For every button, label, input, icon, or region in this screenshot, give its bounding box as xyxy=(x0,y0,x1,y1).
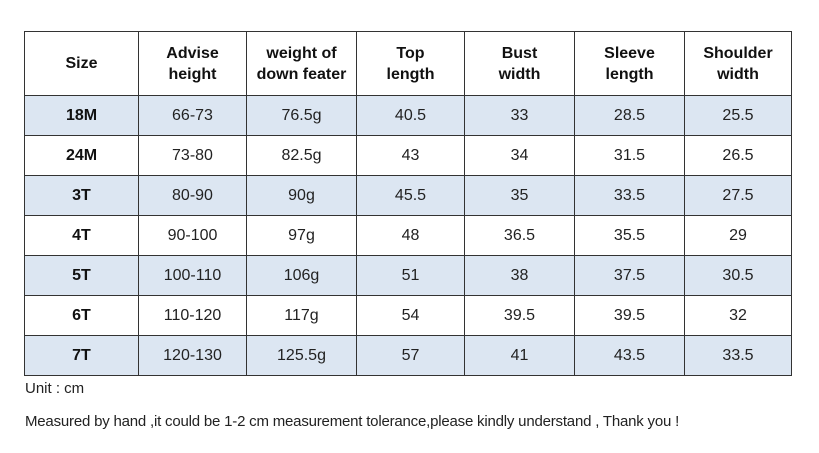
shoulder-width-cell: 32 xyxy=(684,295,792,336)
height-cell: 120-130 xyxy=(138,335,247,376)
header-shoulder-width: Shoulder width xyxy=(684,31,792,96)
header-advise-height: Advise height xyxy=(138,31,247,96)
top-length-cell: 54 xyxy=(356,295,465,336)
header-line1: Top xyxy=(396,44,425,62)
down-weight-cell: 125.5g xyxy=(246,335,357,376)
shoulder-width-cell: 25.5 xyxy=(684,95,792,136)
sleeve-length-cell: 35.5 xyxy=(574,215,685,256)
size-cell: 5T xyxy=(24,255,139,296)
top-length-cell: 45.5 xyxy=(356,175,465,216)
table-row: 3T 80-90 90g 45.5 35 33.5 27.5 xyxy=(24,175,792,216)
table-row: 5T 100-110 106g 51 38 37.5 30.5 xyxy=(24,255,792,296)
header-line2: length xyxy=(605,65,654,83)
header-top-length: Top length xyxy=(356,31,465,96)
header-line2: length xyxy=(386,65,435,83)
shoulder-width-cell: 33.5 xyxy=(684,335,792,376)
header-size: Size xyxy=(24,31,139,96)
size-cell: 24M xyxy=(24,135,139,176)
down-weight-cell: 117g xyxy=(246,295,357,336)
size-cell: 4T xyxy=(24,215,139,256)
height-cell: 100-110 xyxy=(138,255,247,296)
size-cell: 18M xyxy=(24,95,139,136)
table-body: 18M 66-73 76.5g 40.5 33 28.5 25.5 24M 73… xyxy=(24,95,792,376)
unit-note: Unit : cm xyxy=(25,380,85,397)
table-row: 6T 110-120 117g 54 39.5 39.5 32 xyxy=(24,295,792,336)
header-line2: height xyxy=(168,65,217,83)
header-sleeve-length: Sleeve length xyxy=(574,31,685,96)
sleeve-length-cell: 33.5 xyxy=(574,175,685,216)
header-line2: width xyxy=(498,65,541,83)
sleeve-length-cell: 39.5 xyxy=(574,295,685,336)
shoulder-width-cell: 29 xyxy=(684,215,792,256)
sleeve-length-cell: 31.5 xyxy=(574,135,685,176)
header-down-weight: weight of down feater xyxy=(246,31,357,96)
table-row: 7T 120-130 125.5g 57 41 43.5 33.5 xyxy=(24,335,792,376)
down-weight-cell: 82.5g xyxy=(246,135,357,176)
header-line1: Shoulder xyxy=(703,44,773,62)
shoulder-width-cell: 26.5 xyxy=(684,135,792,176)
size-cell: 3T xyxy=(24,175,139,216)
sleeve-length-cell: 28.5 xyxy=(574,95,685,136)
height-cell: 66-73 xyxy=(138,95,247,136)
header-row: Size Advise height weight of down feater T… xyxy=(24,31,792,96)
size-cell: 7T xyxy=(24,335,139,376)
bust-width-cell: 35 xyxy=(464,175,575,216)
bust-width-cell: 38 xyxy=(464,255,575,296)
bust-width-cell: 41 xyxy=(464,335,575,376)
down-weight-cell: 76.5g xyxy=(246,95,357,136)
table-header: Size Advise height weight of down feater T… xyxy=(24,31,792,96)
shoulder-width-cell: 30.5 xyxy=(684,255,792,296)
header-line1: Bust xyxy=(501,44,538,62)
shoulder-width-cell: 27.5 xyxy=(684,175,792,216)
header-line2: down feater xyxy=(256,65,347,83)
table-row: 18M 66-73 76.5g 40.5 33 28.5 25.5 xyxy=(24,95,792,136)
sleeve-length-cell: 43.5 xyxy=(574,335,685,376)
bust-width-cell: 33 xyxy=(464,95,575,136)
height-cell: 110-120 xyxy=(138,295,247,336)
top-length-cell: 57 xyxy=(356,335,465,376)
height-cell: 73-80 xyxy=(138,135,247,176)
header-bust-width: Bust width xyxy=(464,31,575,96)
header-line1: Advise xyxy=(166,44,219,62)
header-line1: weight of xyxy=(266,44,337,62)
down-weight-cell: 106g xyxy=(246,255,357,296)
size-chart-table: Size Advise height weight of down feater T… xyxy=(24,31,792,376)
sleeve-length-cell: 37.5 xyxy=(574,255,685,296)
header-line2: width xyxy=(717,65,759,83)
height-cell: 90-100 xyxy=(138,215,247,256)
bust-width-cell: 36.5 xyxy=(464,215,575,256)
top-length-cell: 51 xyxy=(356,255,465,296)
top-length-cell: 40.5 xyxy=(356,95,465,136)
measurement-tolerance-note: Measured by hand ,it could be 1-2 cm mea… xyxy=(25,413,680,430)
down-weight-cell: 90g xyxy=(246,175,357,216)
height-cell: 80-90 xyxy=(138,175,247,216)
bust-width-cell: 34 xyxy=(464,135,575,176)
top-length-cell: 48 xyxy=(356,215,465,256)
bust-width-cell: 39.5 xyxy=(464,295,575,336)
header-size-line1: Size xyxy=(65,55,98,72)
table-row: 4T 90-100 97g 48 36.5 35.5 29 xyxy=(24,215,792,256)
table-row: 24M 73-80 82.5g 43 34 31.5 26.5 xyxy=(24,135,792,176)
header-line1: Sleeve xyxy=(604,44,655,62)
size-cell: 6T xyxy=(24,295,139,336)
top-length-cell: 43 xyxy=(356,135,465,176)
down-weight-cell: 97g xyxy=(246,215,357,256)
